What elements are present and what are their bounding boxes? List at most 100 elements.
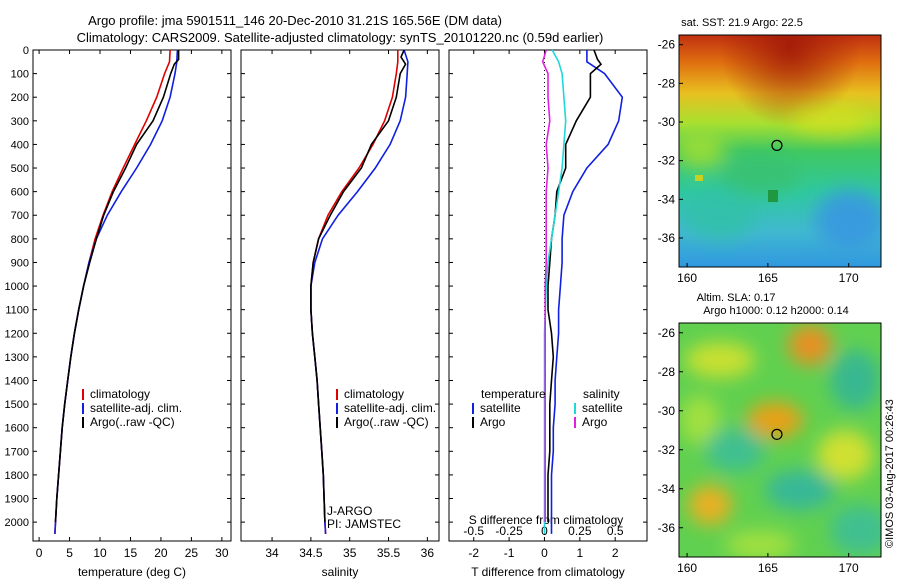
y-tick-label: 400 — [11, 139, 29, 151]
x-tick-label: -1 — [504, 546, 515, 560]
map-y-tick-label: -28 — [658, 365, 676, 379]
x-axis-label: temperature (deg C) — [78, 565, 186, 579]
map-y-tick-label: -30 — [658, 115, 676, 129]
y-tick-label: 1400 — [5, 375, 29, 387]
x-tick-label: 5 — [66, 546, 73, 560]
x-tick-label: 1 — [576, 546, 583, 560]
map-x-tick-label: 165 — [758, 561, 778, 575]
y-tick-label: 300 — [11, 116, 29, 128]
s-diff-tick-label: 0.5 — [607, 524, 624, 538]
x-tick-label: 36 — [421, 546, 435, 560]
sla-map-field — [679, 323, 881, 557]
legend-label: Argo — [582, 415, 608, 429]
x-tick-label: 0 — [36, 546, 43, 560]
s-diff-tick-label: 0.25 — [568, 524, 592, 538]
argo-position-marker — [771, 139, 783, 151]
y-tick-label: 1800 — [5, 470, 29, 482]
salinity-panel: 34 34.5 35 35.5 36 salinity climatologysatelli… — [240, 49, 440, 579]
y-tick-label: 1300 — [5, 352, 29, 364]
map-y-tick-label: -26 — [658, 38, 676, 52]
header-line-2: Climatology: CARS2009. Satellite-adjuste… — [77, 30, 604, 45]
legend-label: satellite-adj. clim. — [344, 401, 436, 415]
x-tick-label: 0 — [541, 546, 548, 560]
map-y-tick-label: -32 — [658, 443, 676, 457]
sst-map-panel: sat. SST: 21.9 Argo: 22.5 160 165 170 -26 -2… — [658, 17, 882, 285]
x-axis-label: salinity — [322, 565, 359, 579]
series-line — [550, 50, 624, 534]
pi-annotation: J-ARGO — [327, 504, 372, 518]
y-tick-label: 900 — [11, 257, 29, 269]
y-tick-label: 0 — [23, 45, 29, 57]
legend-label: Argo — [480, 415, 506, 429]
map-x-tick-label: 170 — [839, 561, 859, 575]
y-tick-label: 1700 — [5, 446, 29, 458]
y-tick-label: 500 — [11, 163, 29, 175]
legend-label: satellite — [480, 401, 521, 415]
legend-label: climatology — [344, 387, 404, 401]
s-diff-tick-label: -0.5 — [463, 524, 484, 538]
y-tick-label: 2000 — [5, 517, 29, 529]
x-tick-label: 15 — [124, 546, 138, 560]
y-tick-label: 200 — [11, 92, 29, 104]
sla-map-title: Altim. SLA: 0.17 — [697, 292, 776, 304]
y-tick-label: 1600 — [5, 423, 29, 435]
sst-map-field — [679, 35, 881, 267]
map-x-tick-label: 170 — [839, 271, 859, 285]
map-x-tick-label: 160 — [677, 561, 697, 575]
imos-credit: ©IMOS 03-Aug-2017 00:26:43 — [884, 399, 896, 548]
temperature-panel: 0 5 10 15 20 25 30 temperature (deg C) 0 100 200 30… — [5, 45, 232, 579]
sla-map-subtitle: Argo h1000: 0.12 h2000: 0.14 — [703, 305, 849, 317]
map-y-tick-label: -26 — [658, 326, 676, 340]
x-tick-label: 10 — [93, 546, 107, 560]
series-line — [541, 49, 551, 523]
x-tick-label: 20 — [154, 546, 168, 560]
legend-label: climatology — [90, 387, 150, 401]
difference-panel: -2 -1 0 1 2 T difference from climatology -0.5… — [448, 49, 648, 579]
legend-label: Argo(..raw -QC) — [344, 415, 429, 429]
y-tick-label: 1100 — [5, 305, 29, 317]
sla-map-frame — [678, 322, 882, 558]
s-diff-tick-label: -0.25 — [495, 524, 523, 538]
legend-label: satellite — [582, 401, 623, 415]
sst-map-frame — [678, 34, 882, 268]
sla-map-panel: Altim. SLA: 0.17 Argo h1000: 0.12 h2000:… — [658, 292, 882, 575]
y-tick-label: 1000 — [5, 281, 29, 293]
x-tick-label: 25 — [185, 546, 199, 560]
plot-frame — [32, 49, 232, 542]
legend-label: satellite-adj. clim. — [90, 401, 182, 415]
argo-position-marker — [771, 428, 783, 440]
y-tick-label: 600 — [11, 187, 29, 199]
y-tick-label: 700 — [11, 210, 29, 222]
map-x-tick-label: 165 — [758, 271, 778, 285]
map-x-tick-label: 160 — [677, 271, 697, 285]
series-line — [54, 50, 180, 523]
x-tick-label: 34.5 — [299, 546, 323, 560]
x-axis-label: T difference from climatology — [471, 565, 625, 579]
x-tick-label: 2 — [612, 546, 619, 560]
plot-frame — [240, 49, 440, 542]
header-line-1: Argo profile: jma 5901511_146 20-Dec-201… — [88, 13, 502, 28]
map-y-tick-label: -28 — [658, 76, 676, 90]
legend-label: temperature — [481, 387, 546, 401]
series-line — [547, 49, 603, 523]
y-tick-label: 1900 — [5, 494, 29, 506]
legend-label: salinity — [583, 387, 620, 401]
map-y-tick-label: -36 — [658, 521, 676, 535]
map-y-tick-label: -34 — [658, 482, 676, 496]
map-y-tick-label: -34 — [658, 192, 676, 206]
legend-label: Argo(..raw -QC) — [90, 415, 175, 429]
y-tick-label: 1500 — [5, 399, 29, 411]
x-tick-label: 35.5 — [377, 546, 401, 560]
x-tick-label: 34 — [265, 546, 279, 560]
map-y-tick-label: -30 — [658, 404, 676, 418]
y-tick-label: 800 — [11, 234, 29, 246]
map-y-tick-label: -36 — [658, 231, 676, 245]
y-tick-label: 1200 — [5, 328, 29, 340]
x-tick-label: 35 — [343, 546, 357, 560]
y-tick-label: 100 — [11, 69, 29, 81]
pi-annotation: PI: JAMSTEC — [327, 517, 401, 531]
x-tick-label: -2 — [468, 546, 479, 560]
sst-map-title: sat. SST: 21.9 Argo: 22.5 — [681, 17, 803, 29]
series-line — [310, 49, 407, 523]
